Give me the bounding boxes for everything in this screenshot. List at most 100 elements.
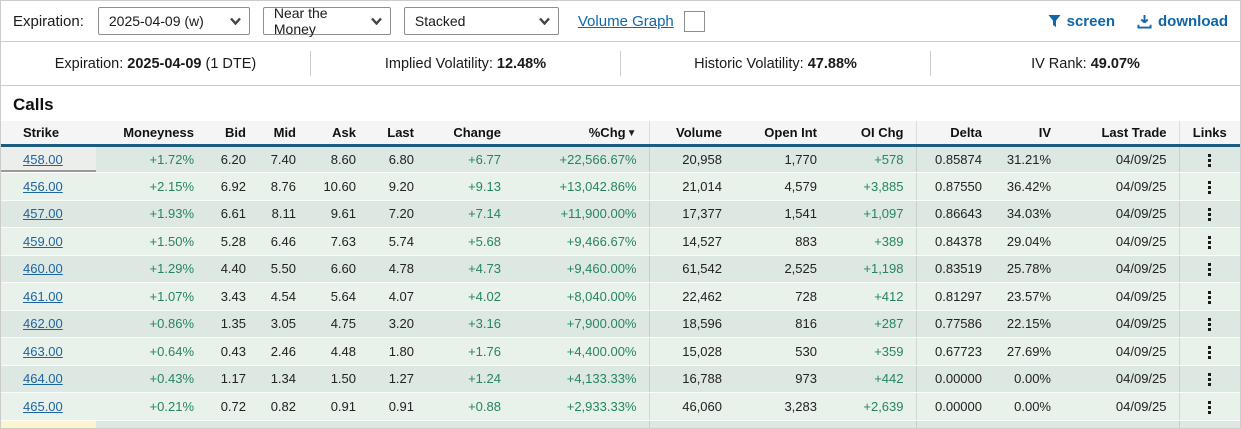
column-header-ask[interactable]: Ask	[308, 121, 368, 147]
open-int-cell: 2,525	[734, 255, 829, 283]
more-options-icon[interactable]	[1208, 373, 1212, 387]
oi-chg-cell: +287	[829, 310, 916, 338]
open-int-cell	[734, 420, 829, 428]
filter-icon	[1048, 14, 1061, 28]
strike-link[interactable]: 457.00	[23, 206, 63, 222]
strike-link[interactable]: 464.00	[23, 371, 63, 387]
strike-link[interactable]: 463.00	[23, 343, 63, 359]
column-header-moneyness[interactable]: Moneyness	[96, 121, 206, 147]
expiration-select[interactable]: 2025-04-09 (w)	[97, 7, 250, 35]
oi-chg-cell: +3,885	[829, 172, 916, 201]
stat-expiration: Expiration: 2025-04-09 (1 DTE)	[54, 55, 257, 72]
pct-chg-cell: +13,042.86%	[513, 172, 649, 201]
column-header-strike[interactable]: Strike	[1, 121, 96, 147]
links-cell	[1178, 337, 1240, 366]
volume-graph-checkbox[interactable]	[683, 10, 705, 32]
last-trade-cell: 04/09/25	[1063, 310, 1179, 338]
more-options-icon[interactable]	[1208, 400, 1212, 414]
last-trade-cell: 04/09/25	[1063, 365, 1179, 393]
column-header-volume[interactable]: Volume	[648, 121, 734, 147]
strike-cell: 460.00	[1, 255, 96, 283]
strike-link[interactable]: 462.00	[23, 316, 63, 332]
toolbar-right: screen download	[1048, 13, 1228, 30]
volume-cell: 21,014	[648, 172, 734, 201]
column-header-delta[interactable]: Delta	[915, 121, 994, 147]
strike-link[interactable]: 456.00	[23, 178, 63, 194]
bid-cell: 0.72	[206, 392, 258, 421]
moneyness-select-value: Near the Money	[273, 5, 328, 37]
strike-link[interactable]: 459.00	[23, 233, 63, 249]
more-options-icon[interactable]	[1208, 318, 1212, 332]
volume-graph-link[interactable]: Volume Graph	[577, 12, 674, 30]
more-options-icon[interactable]	[1208, 208, 1212, 222]
more-options-icon[interactable]	[1208, 290, 1212, 304]
moneyness-cell	[96, 420, 206, 428]
open-int-cell: 3,283	[734, 392, 829, 421]
ask-cell	[308, 420, 368, 428]
volume-cell: 18,596	[648, 310, 734, 338]
column-header-bid[interactable]: Bid	[206, 121, 258, 147]
volume-cell: 20,958	[648, 145, 734, 173]
last-trade-cell: 04/09/25	[1063, 172, 1179, 201]
delta-cell: 0.00000	[915, 365, 994, 393]
more-options-icon[interactable]	[1208, 263, 1212, 277]
screen-button[interactable]: screen	[1048, 13, 1115, 30]
table-body: 458.00 +1.72% 6.20 7.40 8.60 6.80 +6.77 …	[1, 145, 1240, 428]
layout-select[interactable]: Stacked	[403, 7, 559, 35]
last-cell: 0.91	[368, 392, 426, 421]
open-int-cell: 530	[734, 337, 829, 366]
strike-link[interactable]: 460.00	[23, 261, 63, 277]
column-header-last[interactable]: Last	[368, 121, 426, 147]
more-options-icon[interactable]	[1208, 235, 1212, 249]
column-header-last-trade[interactable]: Last Trade	[1063, 121, 1179, 147]
column-header-links[interactable]: Links	[1178, 121, 1240, 147]
change-cell: +7.14	[426, 200, 513, 228]
pct-chg-cell: +9,460.00%	[513, 255, 649, 283]
more-options-icon[interactable]	[1208, 153, 1212, 167]
oi-chg-cell: +1,097	[829, 200, 916, 228]
column-header-oi-chg[interactable]: OI Chg	[829, 121, 916, 147]
oi-chg-cell: +442	[829, 365, 916, 393]
oi-chg-cell: +412	[829, 282, 916, 311]
links-cell	[1178, 200, 1240, 228]
strike-link[interactable]: 461.00	[23, 288, 63, 304]
last-trade-cell: 04/09/25	[1063, 282, 1179, 311]
last-cell: 5.74	[368, 227, 426, 256]
strike-link[interactable]: 458.00	[23, 151, 63, 167]
change-cell: +6.77	[426, 145, 513, 173]
column-header-pct-chg[interactable]: %Chg▼	[513, 121, 649, 147]
links-cell	[1178, 227, 1240, 256]
column-header-mid[interactable]: Mid	[258, 121, 308, 147]
pct-chg-cell: +4,133.33%	[513, 365, 649, 393]
last-cell: 3.20	[368, 310, 426, 338]
strike-link[interactable]: 465.00	[23, 398, 63, 414]
strike-cell: 456.00	[1, 172, 96, 201]
links-cell	[1178, 420, 1240, 428]
moneyness-cell: +1.93%	[96, 200, 206, 228]
column-header-iv[interactable]: IV	[994, 121, 1063, 147]
chevron-down-icon	[229, 17, 241, 25]
moneyness-cell: +0.43%	[96, 365, 206, 393]
moneyness-select[interactable]: Near the Money	[262, 5, 391, 37]
iv-cell: 0.00%	[994, 392, 1063, 421]
open-int-cell: 4,579	[734, 172, 829, 201]
strike-cell: 461.00	[1, 282, 96, 311]
volume-cell	[648, 420, 734, 428]
ask-cell: 9.61	[308, 200, 368, 228]
links-cell	[1178, 172, 1240, 201]
ask-cell: 5.64	[308, 282, 368, 311]
strike-cell: 458.00	[1, 145, 96, 173]
divider	[930, 51, 931, 76]
links-cell	[1178, 282, 1240, 311]
download-button[interactable]: download	[1137, 13, 1228, 30]
strike-cell: 464.00	[1, 365, 96, 393]
delta-cell: 0.77586	[915, 310, 994, 338]
download-icon	[1137, 14, 1152, 29]
column-header-change[interactable]: Change	[426, 121, 513, 147]
more-options-icon[interactable]	[1208, 345, 1212, 359]
moneyness-cell: +1.29%	[96, 255, 206, 283]
pct-chg-cell: +2,933.33%	[513, 392, 649, 421]
column-header-open-int[interactable]: Open Int	[734, 121, 829, 147]
more-options-icon[interactable]	[1208, 180, 1212, 194]
